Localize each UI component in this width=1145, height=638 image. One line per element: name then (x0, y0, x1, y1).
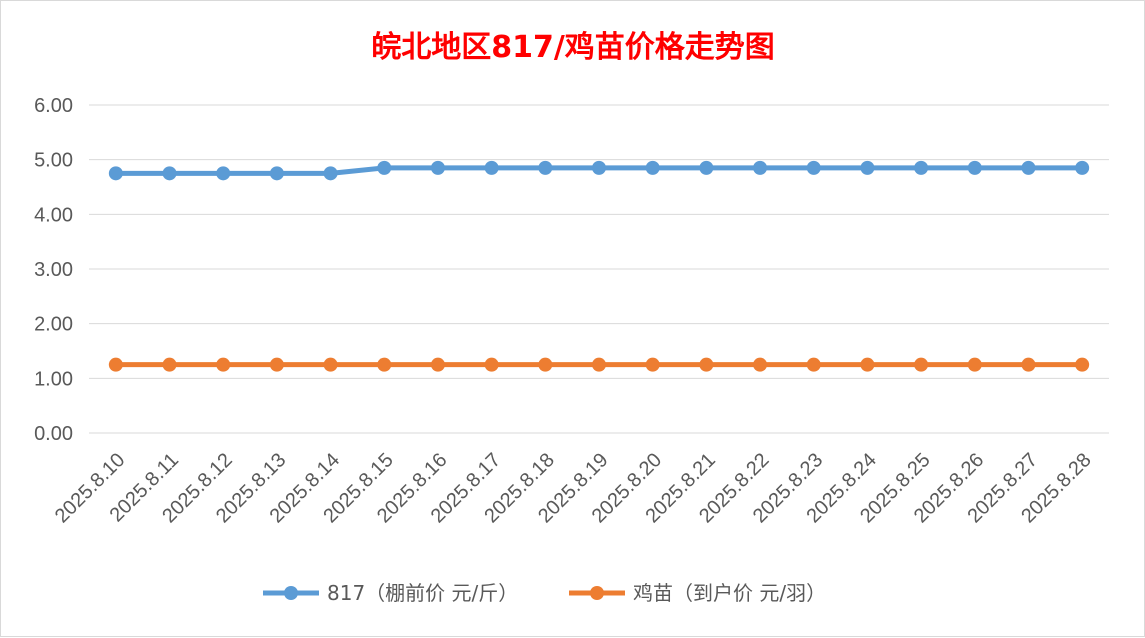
data-point (269, 166, 284, 181)
data-point (108, 357, 123, 372)
data-point (430, 160, 445, 175)
data-point (538, 357, 553, 372)
data-point (484, 357, 499, 372)
data-point (323, 166, 338, 181)
data-point (269, 357, 284, 372)
data-point (1021, 357, 1036, 372)
data-point (377, 160, 392, 175)
series-lines (108, 160, 1090, 372)
data-point (108, 166, 123, 181)
legend-item-2: 鸡苗（到户价 元/羽） (569, 581, 826, 605)
data-point (699, 357, 714, 372)
y-tick-label: 6.00 (34, 95, 73, 117)
legend-swatch-marker (590, 586, 604, 600)
data-point (484, 160, 499, 175)
series-1 (108, 160, 1090, 181)
legend-label: 817（棚前价 元/斤） (327, 581, 518, 605)
data-point (162, 357, 177, 372)
x-axis-ticks: 2025.8.102025.8.112025.8.122025.8.132025… (51, 449, 1096, 527)
y-tick-label: 0.00 (34, 423, 73, 445)
data-point (538, 160, 553, 175)
legend-swatch-marker (284, 586, 298, 600)
data-point (967, 160, 982, 175)
data-point (592, 357, 606, 372)
data-point (753, 357, 768, 372)
data-point (216, 357, 231, 372)
data-point (377, 357, 392, 372)
series-2 (108, 357, 1090, 372)
data-point (645, 160, 660, 175)
data-point (753, 160, 768, 175)
data-point (216, 166, 231, 181)
data-point (323, 357, 338, 372)
data-point (914, 160, 929, 175)
y-axis-ticks: 0.00 1.00 2.00 3.00 4.00 5.00 6.00 (34, 95, 73, 445)
data-point (592, 160, 606, 175)
y-tick-label: 5.00 (34, 150, 73, 172)
data-point (860, 357, 875, 372)
y-tick-label: 3.00 (34, 259, 73, 281)
data-point (860, 160, 875, 175)
y-tick-label: 1.00 (34, 368, 73, 390)
legend-label: 鸡苗（到户价 元/羽） (633, 581, 826, 605)
data-point (162, 166, 177, 181)
legend: 817（棚前价 元/斤） 鸡苗（到户价 元/羽） (263, 581, 826, 605)
y-tick-label: 2.00 (34, 314, 73, 336)
data-point (645, 357, 660, 372)
data-point (914, 357, 929, 372)
gridlines (89, 104, 1109, 434)
data-point (699, 160, 714, 175)
data-point (806, 160, 821, 175)
data-point (1021, 160, 1036, 175)
y-tick-label: 4.00 (34, 204, 73, 226)
data-point (1075, 160, 1090, 175)
data-point (430, 357, 445, 372)
chart-title: 皖北地区817/鸡苗价格走势图 (371, 30, 775, 65)
data-point (967, 357, 982, 372)
data-point (806, 357, 821, 372)
data-point (1075, 357, 1090, 372)
legend-item-1: 817（棚前价 元/斤） (263, 581, 518, 605)
